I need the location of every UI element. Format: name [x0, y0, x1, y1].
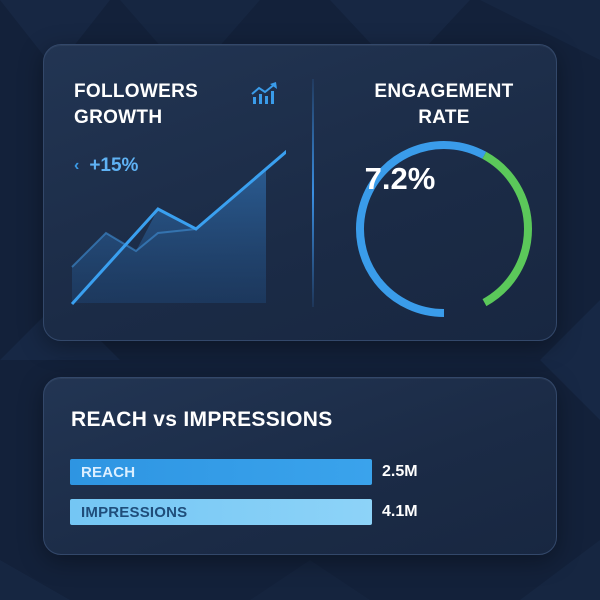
impressions-bar: IMPRESSIONS	[70, 499, 372, 525]
engagement-title-line1: ENGAGEMENT	[374, 81, 514, 102]
followers-main-line	[70, 149, 286, 306]
reach-bar: REACH	[70, 459, 372, 485]
impressions-bar-track: IMPRESSIONS	[70, 499, 372, 525]
reach-bar-track: REACH	[70, 459, 372, 485]
impressions-value: 4.1M	[382, 503, 418, 520]
followers-title-line2: GROWTH	[74, 107, 163, 128]
chevron-left-icon: ‹	[74, 157, 80, 174]
followers-area	[72, 168, 266, 303]
engagement-gauge	[356, 141, 532, 317]
reach-impressions-card: REACH vs IMPRESSIONS REACH 2.5M IMPRESSI…	[43, 377, 557, 555]
engagement-title-line2: RATE	[418, 107, 470, 128]
followers-growth-title: FOLLOWERS GROWTH	[74, 79, 234, 131]
engagement-rate-value: 7.2%	[364, 161, 436, 196]
reach-value: 2.5M	[382, 463, 418, 480]
followers-trend-value: +15%	[89, 155, 139, 176]
growth-chart-icon	[251, 82, 277, 104]
card-divider	[312, 79, 314, 307]
reach-impressions-title: REACH vs IMPRESSIONS	[71, 408, 333, 431]
followers-trend-badge: ‹ +15%	[74, 153, 138, 179]
followers-secondary-line	[71, 228, 197, 268]
followers-line-chart	[70, 149, 286, 306]
followers-title-line1: FOLLOWERS	[74, 81, 199, 102]
engagement-rate-title: ENGAGEMENT RATE	[362, 79, 526, 131]
gauge-arc-green	[482, 151, 532, 307]
metrics-card: FOLLOWERS GROWTH ‹ +15% ENGAGEMENT RATE	[43, 44, 557, 341]
gauge-arc-blue	[356, 141, 487, 317]
